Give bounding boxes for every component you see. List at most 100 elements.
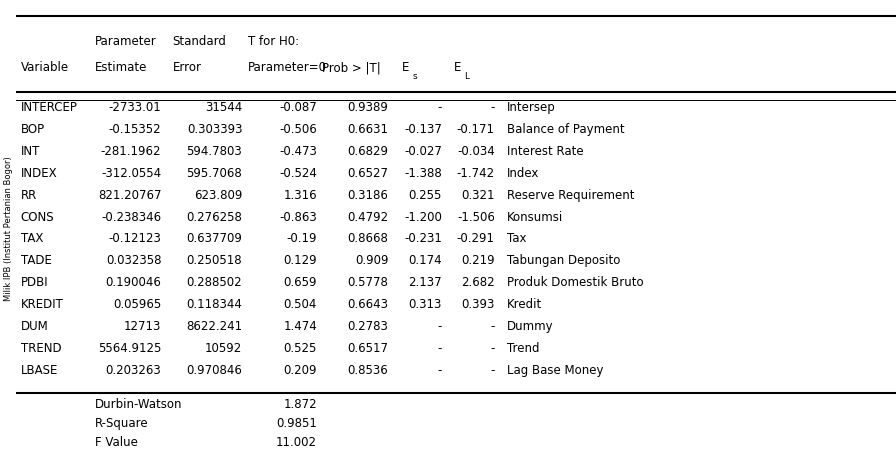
Text: 0.9851: 0.9851	[276, 417, 317, 430]
Text: Tabungan Deposito: Tabungan Deposito	[507, 255, 620, 267]
Text: TREND: TREND	[21, 343, 61, 355]
Text: INTERCEP: INTERCEP	[21, 101, 77, 114]
Text: Parameter=0: Parameter=0	[247, 61, 326, 74]
Text: 0.909: 0.909	[355, 255, 388, 267]
Text: Trend: Trend	[507, 343, 539, 355]
Text: -: -	[490, 365, 495, 377]
Text: Reserve Requirement: Reserve Requirement	[507, 189, 634, 202]
Text: -0.12123: -0.12123	[108, 233, 161, 245]
Text: Standard: Standard	[173, 35, 227, 48]
Text: 1.872: 1.872	[283, 398, 317, 411]
Text: -0.231: -0.231	[404, 233, 442, 245]
Text: Kredit: Kredit	[507, 299, 542, 311]
Text: 0.303393: 0.303393	[186, 123, 242, 136]
Text: Index: Index	[507, 167, 539, 180]
Text: PDBI: PDBI	[21, 277, 48, 289]
Text: 8622.241: 8622.241	[186, 321, 242, 333]
Text: 0.313: 0.313	[409, 299, 442, 311]
Text: TADE: TADE	[21, 255, 51, 267]
Text: LBASE: LBASE	[21, 365, 58, 377]
Text: 1.316: 1.316	[283, 189, 317, 202]
Text: 0.637709: 0.637709	[186, 233, 242, 245]
Text: 0.9389: 0.9389	[348, 101, 388, 114]
Text: F Value: F Value	[95, 436, 138, 449]
Text: 5564.9125: 5564.9125	[98, 343, 161, 355]
Text: INDEX: INDEX	[21, 167, 57, 180]
Text: 623.809: 623.809	[194, 189, 242, 202]
Text: Tax: Tax	[507, 233, 527, 245]
Text: Balance of Payment: Balance of Payment	[507, 123, 625, 136]
Text: -312.0554: -312.0554	[101, 167, 161, 180]
Text: 0.6829: 0.6829	[348, 145, 388, 158]
Text: Konsumsi: Konsumsi	[507, 211, 564, 224]
Text: -0.863: -0.863	[280, 211, 317, 224]
Text: Dummy: Dummy	[507, 321, 554, 333]
Text: 0.118344: 0.118344	[186, 299, 242, 311]
Text: -: -	[437, 343, 442, 355]
Text: 31544: 31544	[205, 101, 242, 114]
Text: 0.032358: 0.032358	[106, 255, 161, 267]
Text: 0.174: 0.174	[409, 255, 442, 267]
Text: -2733.01: -2733.01	[108, 101, 161, 114]
Text: 1.474: 1.474	[283, 321, 317, 333]
Text: 0.203263: 0.203263	[106, 365, 161, 377]
Text: Milik IPB (Institut Pertanian Bogor): Milik IPB (Institut Pertanian Bogor)	[4, 157, 13, 301]
Text: 0.525: 0.525	[284, 343, 317, 355]
Text: -0.473: -0.473	[280, 145, 317, 158]
Text: 0.219: 0.219	[461, 255, 495, 267]
Text: -0.087: -0.087	[280, 101, 317, 114]
Text: Prob > |T|: Prob > |T|	[323, 61, 381, 74]
Text: 12713: 12713	[124, 321, 161, 333]
Text: 0.6631: 0.6631	[348, 123, 388, 136]
Text: Estimate: Estimate	[95, 61, 148, 74]
Text: -1.506: -1.506	[457, 211, 495, 224]
Text: -1.388: -1.388	[404, 167, 442, 180]
Text: E: E	[453, 61, 461, 74]
Text: -: -	[437, 321, 442, 333]
Text: 821.20767: 821.20767	[98, 189, 161, 202]
Text: Lag Base Money: Lag Base Money	[507, 365, 604, 377]
Text: -: -	[490, 101, 495, 114]
Text: 0.970846: 0.970846	[186, 365, 242, 377]
Text: Interest Rate: Interest Rate	[507, 145, 583, 158]
Text: -1.742: -1.742	[457, 167, 495, 180]
Text: CONS: CONS	[21, 211, 54, 224]
Text: R-Square: R-Square	[95, 417, 149, 430]
Text: 0.6517: 0.6517	[348, 343, 388, 355]
Text: 594.7803: 594.7803	[186, 145, 242, 158]
Text: Intersep: Intersep	[507, 101, 556, 114]
Text: 0.321: 0.321	[461, 189, 495, 202]
Text: Durbin-Watson: Durbin-Watson	[95, 398, 183, 411]
Text: -281.1962: -281.1962	[101, 145, 161, 158]
Text: Produk Domestik Bruto: Produk Domestik Bruto	[507, 277, 643, 289]
Text: 0.504: 0.504	[284, 299, 317, 311]
Text: TAX: TAX	[21, 233, 43, 245]
Text: -: -	[437, 101, 442, 114]
Text: -0.171: -0.171	[457, 123, 495, 136]
Text: 2.682: 2.682	[461, 277, 495, 289]
Text: BOP: BOP	[21, 123, 45, 136]
Text: 0.5778: 0.5778	[348, 277, 388, 289]
Text: -0.15352: -0.15352	[108, 123, 161, 136]
Text: -0.137: -0.137	[404, 123, 442, 136]
Text: 0.209: 0.209	[283, 365, 317, 377]
Text: 0.659: 0.659	[283, 277, 317, 289]
Text: 11.002: 11.002	[276, 436, 317, 449]
Text: -0.034: -0.034	[457, 145, 495, 158]
Text: KREDIT: KREDIT	[21, 299, 64, 311]
Text: 0.190046: 0.190046	[106, 277, 161, 289]
Text: 0.288502: 0.288502	[186, 277, 242, 289]
Text: s: s	[412, 72, 417, 81]
Text: 0.05965: 0.05965	[113, 299, 161, 311]
Text: 10592: 10592	[205, 343, 242, 355]
Text: 0.2783: 0.2783	[348, 321, 388, 333]
Text: 0.250518: 0.250518	[186, 255, 242, 267]
Text: 0.8668: 0.8668	[348, 233, 388, 245]
Text: 595.7068: 595.7068	[186, 167, 242, 180]
Text: -0.291: -0.291	[457, 233, 495, 245]
Text: INT: INT	[21, 145, 40, 158]
Text: 0.255: 0.255	[409, 189, 442, 202]
Text: -0.027: -0.027	[404, 145, 442, 158]
Text: DUM: DUM	[21, 321, 48, 333]
Text: -0.238346: -0.238346	[101, 211, 161, 224]
